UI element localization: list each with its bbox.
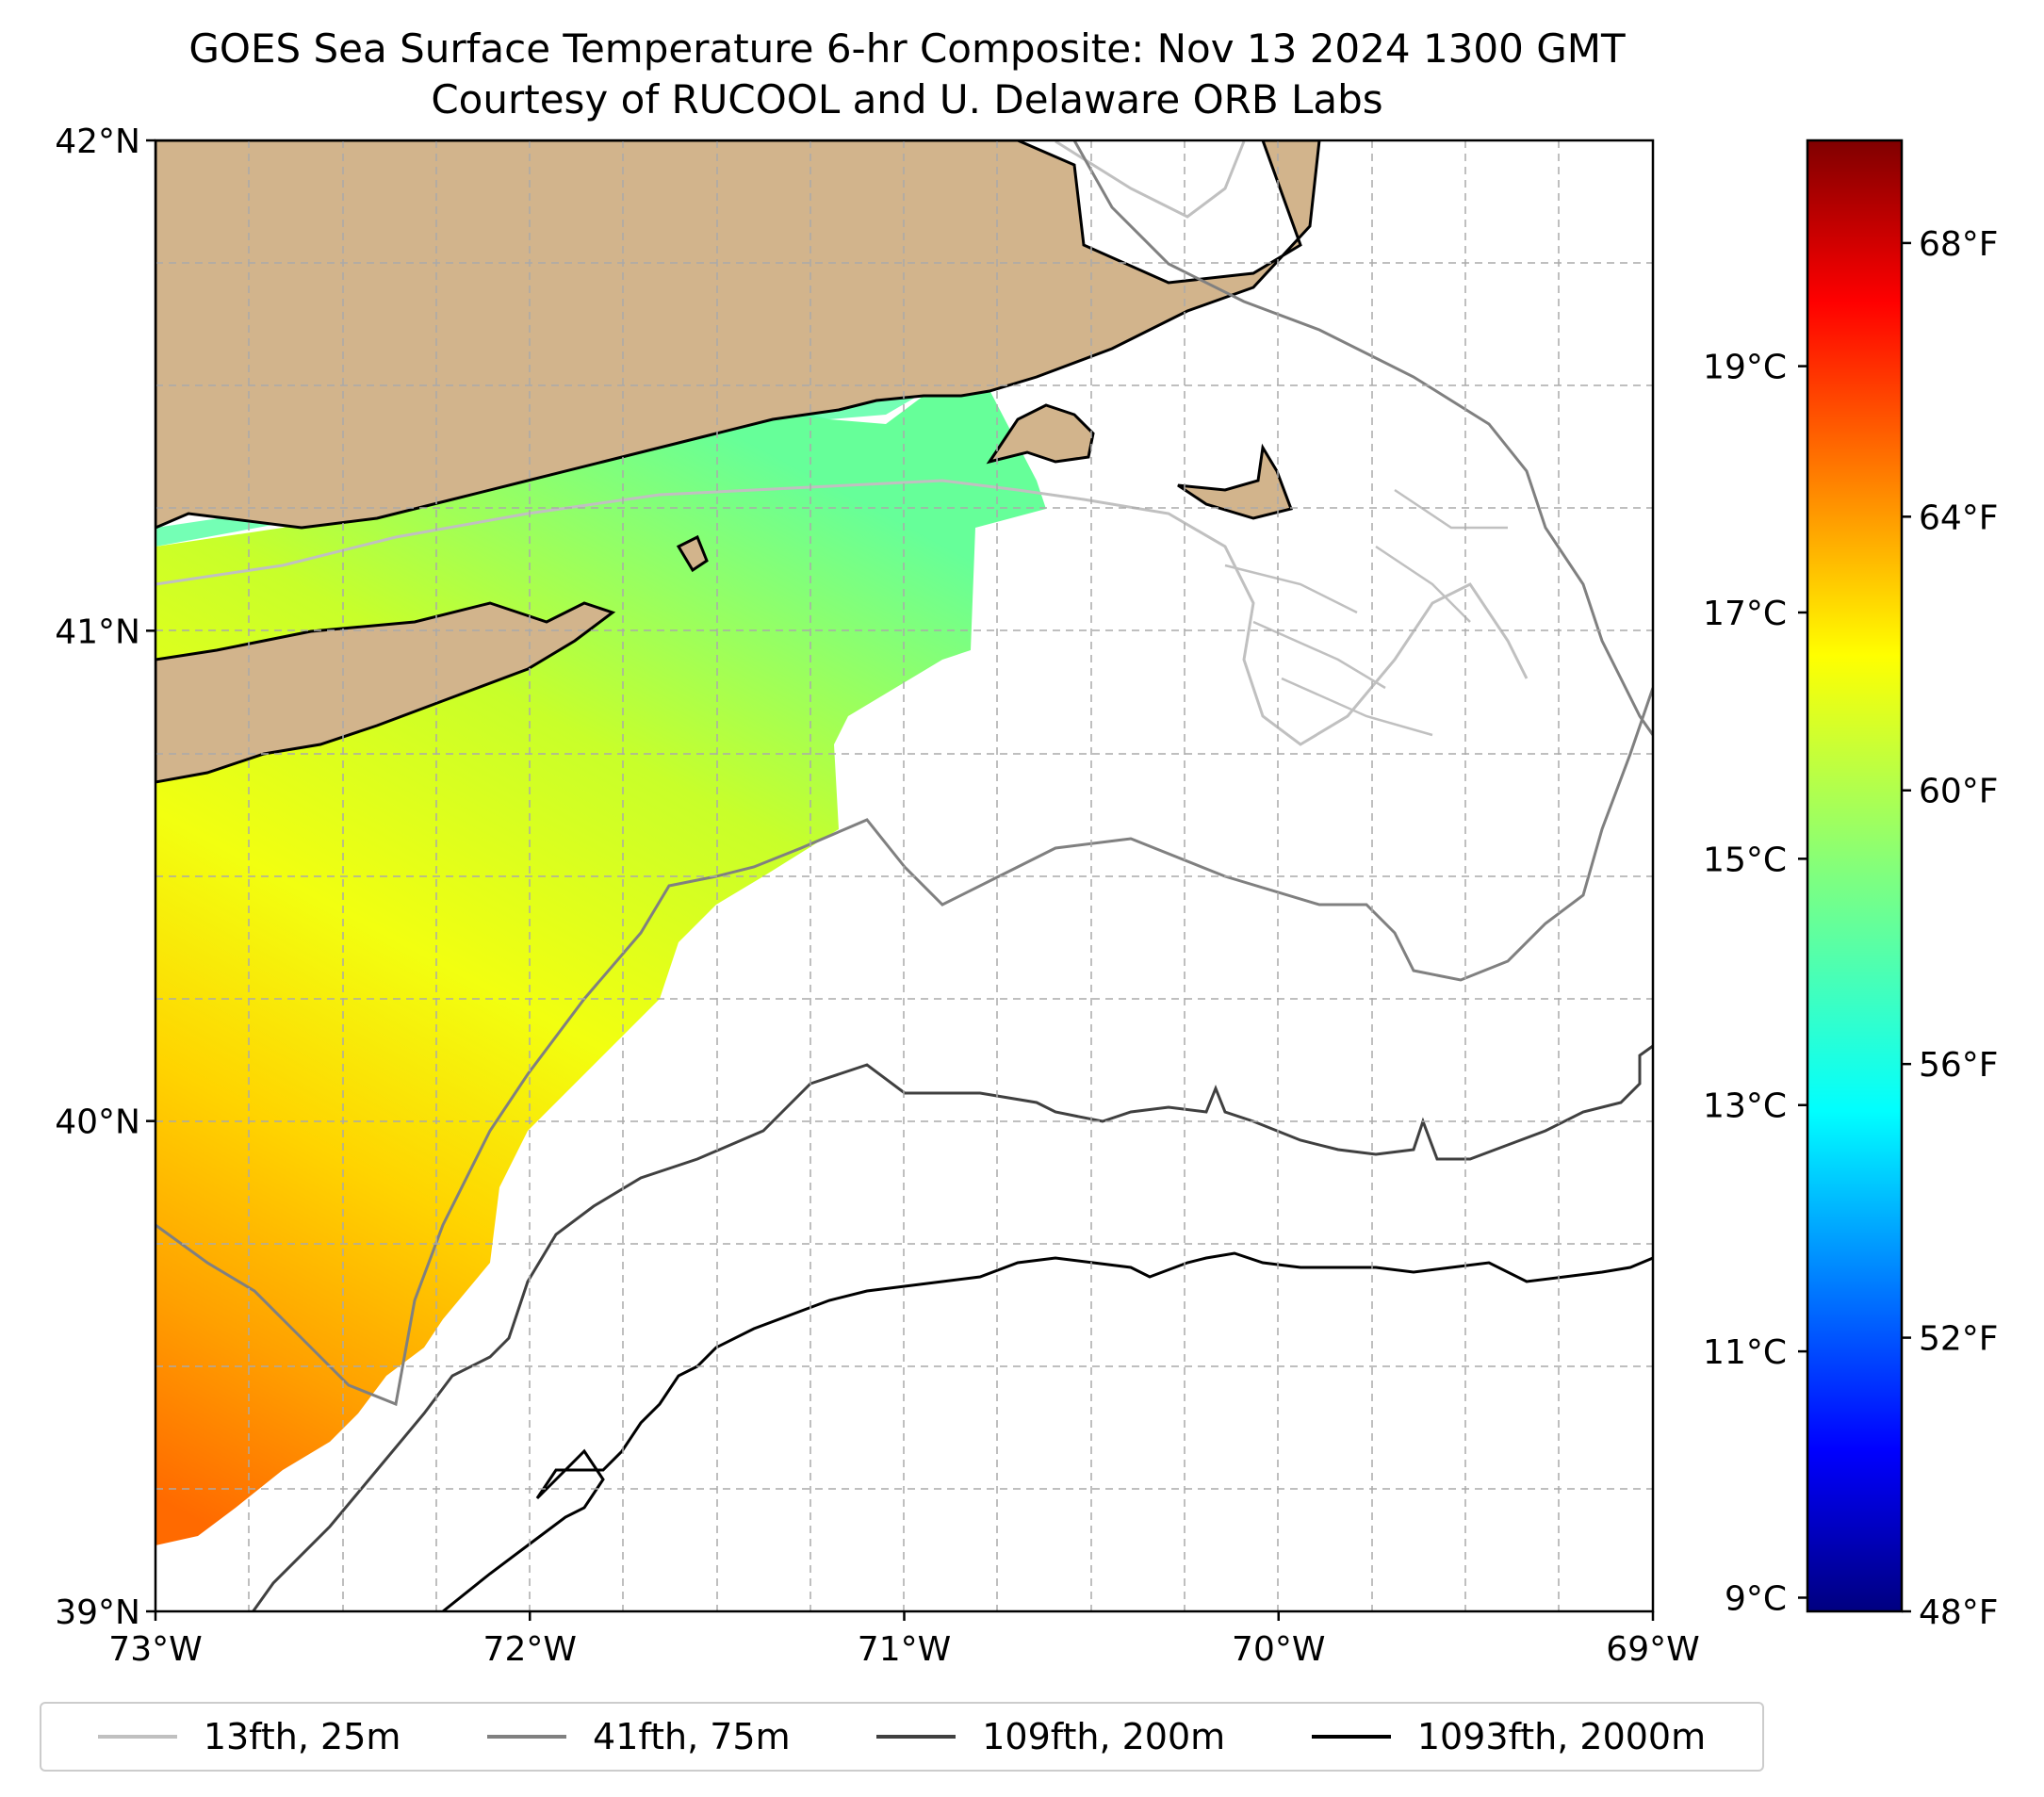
legend-label-75m: 41fth, 75m bbox=[593, 1716, 791, 1757]
lat-tick-label: 39°N bbox=[55, 1593, 140, 1632]
land-block-island bbox=[676, 534, 709, 573]
legend-label-2000m: 1093fth, 2000m bbox=[1416, 1716, 1707, 1757]
celsius-tick-label: 13°C bbox=[1703, 1087, 1787, 1126]
celsius-tick-label: 17°C bbox=[1703, 595, 1787, 633]
celsius-tick-label: 9°C bbox=[1725, 1579, 1787, 1618]
isobath-200m bbox=[251, 1044, 1653, 1611]
fahrenheit-tick-label: 56°F bbox=[1919, 1046, 1999, 1085]
legend-item-200m: 109fth, 200m bbox=[876, 1716, 1225, 1757]
celsius-tick-label: 19°C bbox=[1703, 349, 1787, 387]
legend-item-2000m: 1093fth, 2000m bbox=[1311, 1716, 1707, 1757]
colorbar bbox=[1806, 139, 1904, 1613]
title-line-1: GOES Sea Surface Temperature 6-hr Compos… bbox=[188, 25, 1626, 72]
celsius-tick-label: 11°C bbox=[1703, 1333, 1787, 1372]
colorbar-fahrenheit-axis: 68°F 64°F 60°F 56°F 52°F 48°F bbox=[1902, 225, 1999, 1632]
celsius-tick-label: 15°C bbox=[1703, 841, 1787, 879]
lat-tick-label: 42°N bbox=[55, 123, 140, 161]
fahrenheit-tick-label: 60°F bbox=[1919, 773, 1999, 811]
latitude-axis: 42°N 41°N 40°N 39°N bbox=[55, 123, 155, 1632]
sst-map: 42°N 41°N 40°N 39°N 73°W 72°W 71°W 70°W 69°W 19… bbox=[55, 123, 1999, 1669]
legend-swatch-200m bbox=[876, 1735, 957, 1739]
land-connecticut-ri bbox=[155, 140, 1321, 530]
lon-tick-label: 72°W bbox=[483, 1630, 577, 1669]
fahrenheit-tick-label: 64°F bbox=[1919, 498, 1999, 537]
land-long-island bbox=[155, 601, 616, 784]
title-line-2: Courtesy of RUCOOL and U. Delaware ORB L… bbox=[431, 76, 1383, 123]
isobath-legend: 13fth, 25m 41fth, 75m 109fth, 200m 1093f… bbox=[40, 1702, 1764, 1772]
lon-tick-label: 69°W bbox=[1606, 1630, 1699, 1669]
legend-swatch-25m bbox=[97, 1735, 177, 1739]
lat-tick-label: 41°N bbox=[55, 613, 140, 651]
lon-tick-label: 71°W bbox=[858, 1630, 951, 1669]
lon-tick-label: 73°W bbox=[108, 1630, 202, 1669]
legend-item-25m: 13fth, 25m bbox=[97, 1716, 401, 1757]
isobath-25m bbox=[155, 140, 1529, 746]
fahrenheit-tick-label: 48°F bbox=[1919, 1593, 1999, 1632]
legend-swatch-75m bbox=[487, 1735, 567, 1739]
lat-tick-label: 40°N bbox=[55, 1103, 140, 1142]
land-nantucket bbox=[1177, 443, 1293, 520]
isobath-2000m bbox=[442, 1251, 1653, 1611]
longitude-axis: 73°W 72°W 71°W 70°W 69°W bbox=[108, 1611, 1700, 1669]
land-marthas-vineyard bbox=[986, 403, 1095, 465]
legend-label-200m: 109fth, 200m bbox=[982, 1716, 1226, 1757]
lon-tick-label: 70°W bbox=[1232, 1630, 1325, 1669]
fahrenheit-tick-label: 52°F bbox=[1919, 1320, 1999, 1359]
colorbar-celsius-axis: 19°C 17°C 15°C 13°C 11°C 9°C bbox=[1703, 349, 1807, 1618]
legend-item-75m: 41fth, 75m bbox=[487, 1716, 791, 1757]
legend-label-25m: 13fth, 25m bbox=[203, 1716, 401, 1757]
legend-swatch-2000m bbox=[1311, 1735, 1391, 1739]
fahrenheit-tick-label: 68°F bbox=[1919, 225, 1999, 264]
isobath-75m bbox=[155, 140, 1653, 1407]
isobath-25m-shoals bbox=[1224, 488, 1508, 737]
